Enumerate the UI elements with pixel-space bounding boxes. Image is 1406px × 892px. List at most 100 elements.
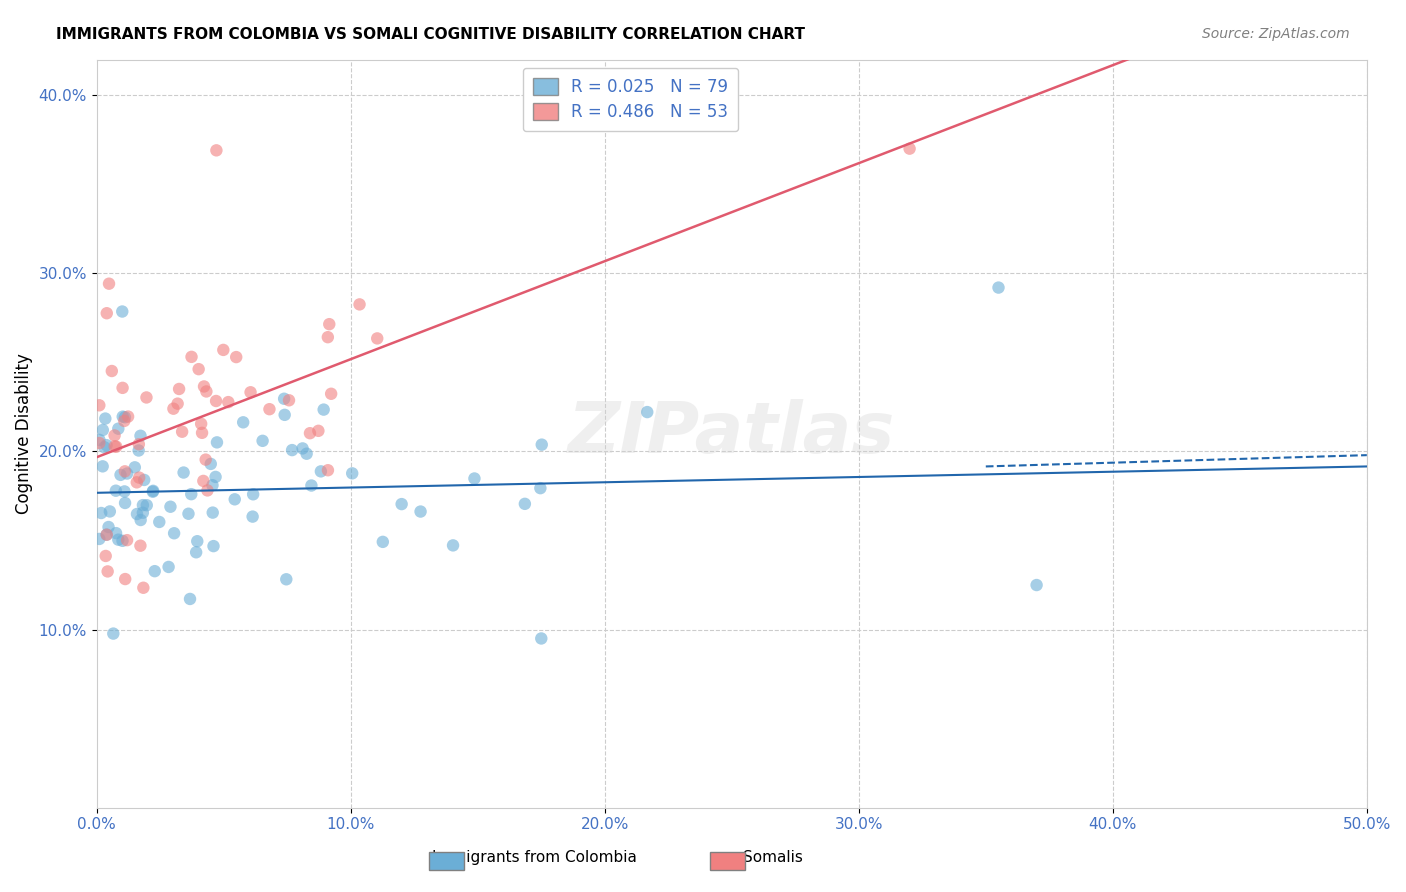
Point (96, 527, 118, 541)
Point (186, 545, 208, 559)
Point (200, 457, 222, 471)
Point (104, 483, 127, 498)
Point (135, 391, 157, 405)
Point (312, 402, 335, 417)
Point (299, 478, 322, 492)
Point (197, 483, 219, 498)
Point (173, 466, 195, 480)
Point (134, 473, 156, 487)
Point (318, 317, 340, 331)
Point (205, 435, 228, 450)
Point (157, 560, 180, 574)
Point (239, 385, 262, 400)
Point (193, 474, 215, 488)
Point (114, 484, 136, 499)
Point (316, 463, 339, 477)
Point (114, 496, 136, 510)
Point (252, 434, 274, 448)
Point (530, 632, 553, 646)
Point (112, 414, 135, 428)
Point (409, 504, 432, 518)
Point (278, 393, 301, 408)
Point (195, 384, 218, 399)
Point (101, 364, 124, 378)
Point (142, 483, 165, 498)
Text: Source: ZipAtlas.com: Source: ZipAtlas.com (1202, 27, 1350, 41)
Point (93, 440, 115, 454)
Point (89, 433, 111, 447)
Point (366, 331, 388, 345)
Point (132, 506, 155, 520)
Point (273, 408, 295, 422)
Point (513, 497, 536, 511)
Point (295, 447, 318, 461)
Point (96, 306, 118, 320)
Point (132, 581, 155, 595)
Point (98, 277, 121, 291)
Point (115, 467, 138, 481)
Point (143, 564, 166, 578)
Point (180, 487, 202, 501)
Point (187, 362, 209, 376)
Point (177, 507, 200, 521)
Point (104, 439, 127, 453)
Point (259, 402, 281, 417)
Point (90, 506, 112, 520)
Point (205, 144, 228, 158)
Text: Somalis: Somalis (744, 850, 803, 865)
Point (115, 533, 138, 548)
Point (204, 470, 226, 484)
Point (159, 500, 181, 514)
Point (194, 452, 217, 467)
Point (148, 515, 170, 529)
Point (180, 350, 202, 364)
Point (242, 509, 264, 524)
Text: Immigrants from Colombia: Immigrants from Colombia (432, 850, 637, 865)
Point (114, 572, 136, 586)
Point (179, 591, 201, 606)
Point (309, 464, 332, 478)
Point (1025, 578, 1047, 592)
Point (217, 395, 239, 409)
Point (636, 405, 658, 419)
Point (94, 549, 117, 563)
Point (142, 484, 165, 499)
Point (276, 572, 298, 586)
Point (291, 442, 314, 456)
Point (191, 425, 214, 440)
Point (530, 437, 553, 451)
Point (898, 142, 921, 156)
Point (89, 532, 111, 546)
Point (104, 428, 127, 442)
Point (125, 475, 148, 490)
Point (89, 436, 111, 450)
Point (167, 382, 190, 396)
Point (212, 343, 235, 357)
Point (128, 437, 150, 451)
Point (96, 438, 118, 452)
Point (273, 392, 295, 406)
Point (111, 381, 134, 395)
Y-axis label: Cognitive Disability: Cognitive Disability (15, 353, 32, 514)
Point (124, 460, 146, 475)
Point (103, 626, 125, 640)
Point (107, 533, 129, 547)
Point (281, 443, 304, 458)
Point (97, 565, 120, 579)
Point (391, 497, 413, 511)
Point (242, 487, 264, 501)
Point (201, 506, 224, 520)
Point (162, 401, 184, 416)
Point (193, 379, 215, 393)
Point (463, 471, 485, 485)
Point (117, 409, 139, 424)
Point (129, 539, 152, 553)
Point (307, 424, 329, 438)
Point (371, 534, 394, 549)
Legend: R = 0.025   N = 79, R = 0.486   N = 53: R = 0.025 N = 79, R = 0.486 N = 53 (523, 68, 738, 131)
Point (105, 440, 128, 454)
Point (97, 520, 120, 534)
Point (114, 464, 136, 478)
Point (342, 467, 364, 481)
Point (89, 398, 111, 412)
